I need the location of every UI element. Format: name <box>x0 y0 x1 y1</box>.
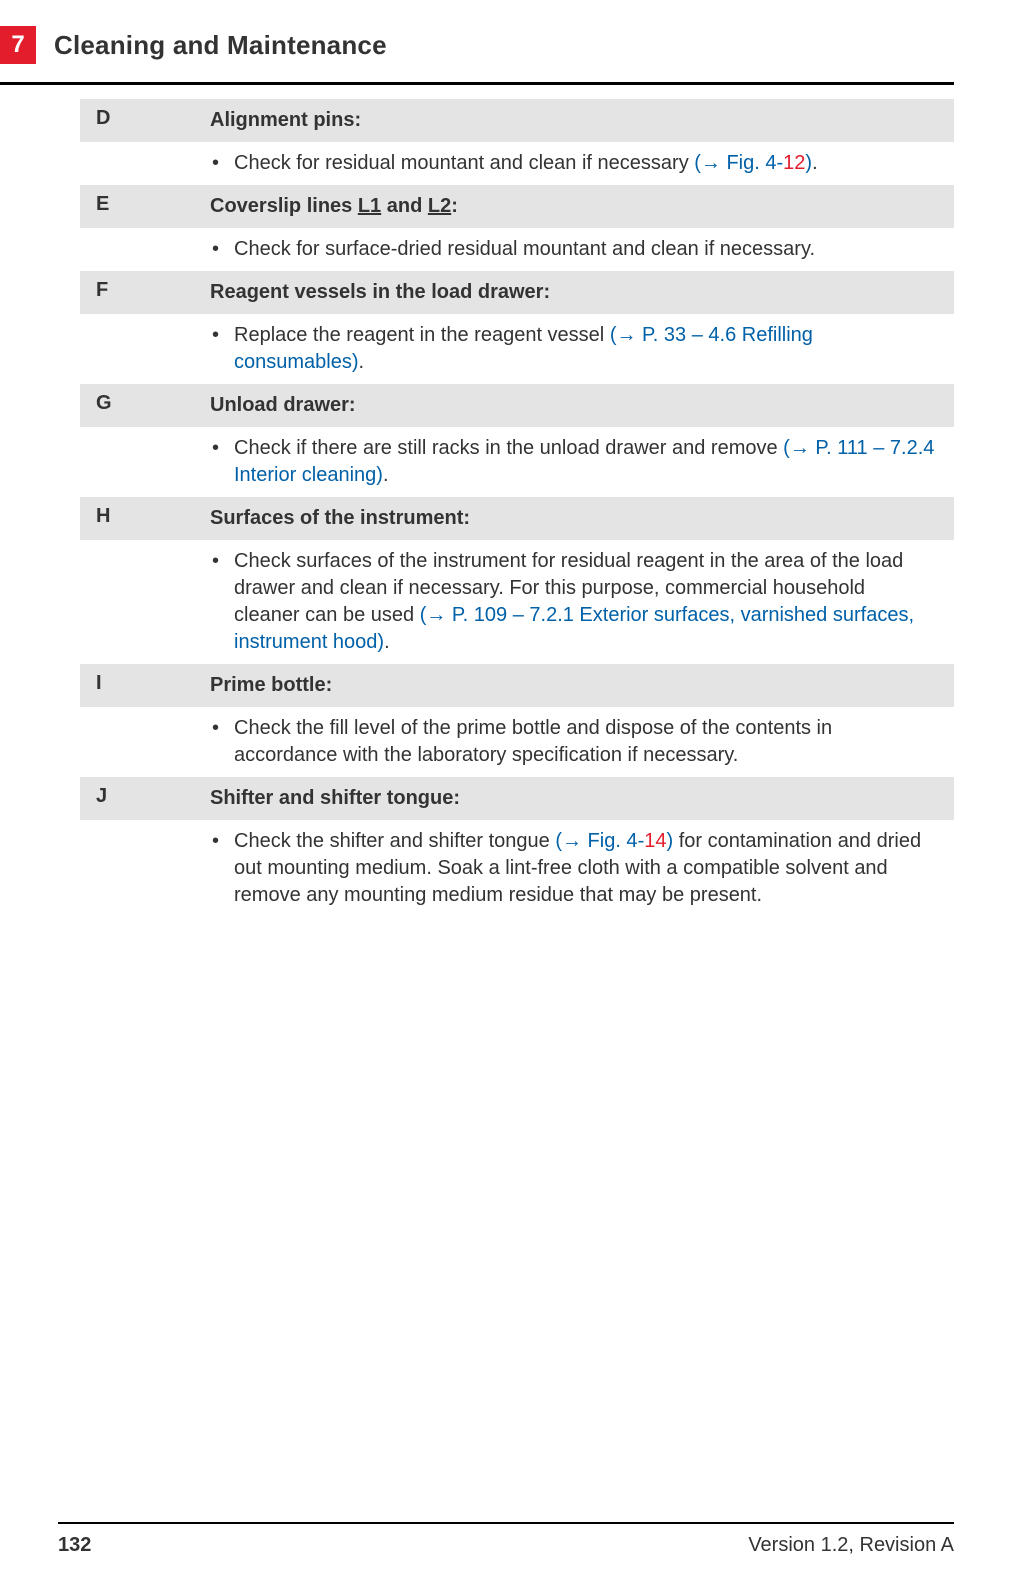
bullet-text: Check the fill level of the prime bottle… <box>234 715 936 769</box>
section-header: IPrime bottle: <box>80 664 954 707</box>
chapter-title: Cleaning and Maintenance <box>54 30 387 61</box>
section-header: ECoverslip lines L1 and L2: <box>80 185 954 228</box>
version-text: Version 1.2, Revision A <box>748 1534 954 1557</box>
bullet-icon: • <box>210 828 234 909</box>
section-letter: G <box>80 384 210 427</box>
footer-rule <box>58 1522 954 1524</box>
section-bullet-row: •Check for surface-dried residual mounta… <box>80 228 954 271</box>
section-bullet-row: •Check the fill level of the prime bottl… <box>80 707 954 777</box>
bullet-text: Check for residual mountant and clean if… <box>234 150 936 177</box>
bullet-icon: • <box>210 715 234 769</box>
section-title: Prime bottle: <box>210 664 954 707</box>
section-title: Unload drawer: <box>210 384 954 427</box>
section-letter: I <box>80 664 210 707</box>
footer-line: 132 Version 1.2, Revision A <box>58 1534 954 1557</box>
bullet-text: Check if there are still racks in the un… <box>234 435 936 489</box>
content-table: DAlignment pins:•Check for residual moun… <box>0 99 954 917</box>
page-footer: 132 Version 1.2, Revision A <box>0 1522 1012 1557</box>
header-rule <box>0 82 954 85</box>
section-title: Coverslip lines L1 and L2: <box>210 185 954 228</box>
section-title: Shifter and shifter tongue: <box>210 777 954 820</box>
page-header: 7 Cleaning and Maintenance <box>0 26 954 82</box>
section-bullet-row: •Check the shifter and shifter tongue (→… <box>80 820 954 917</box>
section-letter: H <box>80 497 210 540</box>
section-header: FReagent vessels in the load drawer: <box>80 271 954 314</box>
bullet-icon: • <box>210 548 234 656</box>
section-title: Reagent vessels in the load drawer: <box>210 271 954 314</box>
section-bullet-row: •Replace the reagent in the reagent vess… <box>80 314 954 384</box>
section-letter: D <box>80 99 210 142</box>
bullet-text: Replace the reagent in the reagent vesse… <box>234 322 936 376</box>
bullet-text: Check surfaces of the instrument for res… <box>234 548 936 656</box>
section-bullet-row: •Check if there are still racks in the u… <box>80 427 954 497</box>
section-letter: E <box>80 185 210 228</box>
page-number: 132 <box>58 1534 91 1557</box>
section-header: DAlignment pins: <box>80 99 954 142</box>
section-bullet-row: •Check for residual mountant and clean i… <box>80 142 954 185</box>
page: 7 Cleaning and Maintenance DAlignment pi… <box>0 0 1012 1595</box>
section-letter: F <box>80 271 210 314</box>
bullet-icon: • <box>210 236 234 263</box>
section-letter: J <box>80 777 210 820</box>
section-header: HSurfaces of the instrument: <box>80 497 954 540</box>
bullet-icon: • <box>210 435 234 489</box>
bullet-text: Check the shifter and shifter tongue (→ … <box>234 828 936 909</box>
bullet-text: Check for surface-dried residual mountan… <box>234 236 936 263</box>
section-bullet-row: •Check surfaces of the instrument for re… <box>80 540 954 664</box>
section-title: Surfaces of the instrument: <box>210 497 954 540</box>
section-header: GUnload drawer: <box>80 384 954 427</box>
bullet-icon: • <box>210 322 234 376</box>
section-title: Alignment pins: <box>210 99 954 142</box>
section-header: JShifter and shifter tongue: <box>80 777 954 820</box>
bullet-icon: • <box>210 150 234 177</box>
chapter-badge: 7 <box>0 26 36 64</box>
